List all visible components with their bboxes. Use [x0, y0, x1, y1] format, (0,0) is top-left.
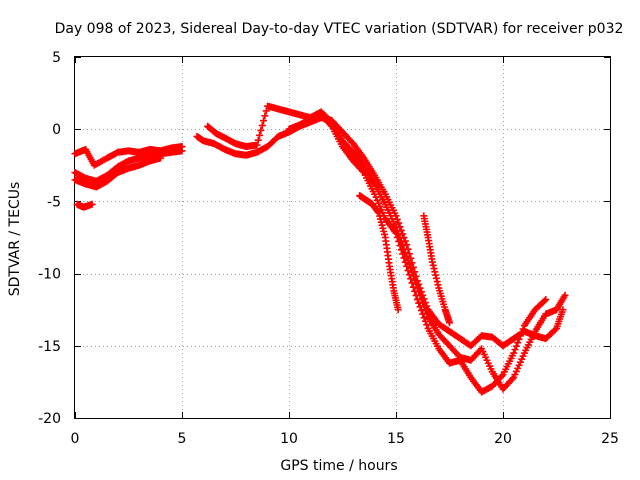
y-tick-label: -20 [38, 411, 61, 427]
data-point [420, 314, 428, 322]
data-point [519, 325, 527, 333]
data-point [405, 271, 413, 279]
data-point [542, 296, 550, 304]
axis-ticks: 0 5 10 15 20 25 5 0 -5 -10 -15 -20 [38, 50, 619, 447]
series-track-9 [420, 212, 453, 327]
data-point [403, 262, 411, 270]
data-point [88, 200, 96, 208]
data-point [413, 296, 421, 304]
data-point [359, 167, 367, 175]
series-track-4 [73, 200, 96, 211]
data-point [396, 242, 404, 250]
data-point [178, 147, 186, 155]
data-point [540, 297, 548, 305]
data-point [432, 271, 440, 279]
data-point [157, 154, 165, 162]
x-tick-label: 25 [601, 431, 619, 447]
x-axis-label: GPS time / hours [280, 458, 397, 474]
data-point [498, 372, 506, 380]
series-track-3 [71, 154, 165, 191]
data-point [512, 342, 520, 350]
data-point [423, 321, 431, 329]
data-point [399, 250, 407, 258]
data-point [417, 306, 425, 314]
data-point [419, 310, 427, 318]
data-point [262, 107, 270, 115]
data-point [511, 346, 519, 354]
series-track-8 [356, 192, 402, 314]
data-point [412, 291, 420, 299]
data-point [401, 258, 409, 266]
data-point [260, 117, 268, 125]
data-point [256, 131, 264, 139]
data-point [433, 278, 441, 286]
y-tick-label: 0 [52, 122, 61, 138]
data-point [394, 306, 402, 314]
data-point [253, 141, 261, 149]
data-point [434, 281, 442, 289]
data-points [71, 102, 569, 396]
data-point [404, 267, 412, 275]
data-point [400, 254, 408, 262]
data-point [428, 258, 436, 266]
data-point [393, 233, 401, 241]
data-point [397, 246, 405, 254]
data-point [395, 219, 403, 227]
y-tick-label: -15 [38, 339, 61, 355]
data-point [559, 306, 567, 314]
data-point [261, 112, 269, 120]
y-tick-label: -10 [38, 267, 61, 283]
data-point [515, 335, 523, 343]
y-tick-label: -5 [47, 194, 61, 210]
data-point [409, 283, 417, 291]
series-track-6 [204, 102, 569, 393]
data-point [258, 122, 266, 130]
x-tick-label: 5 [178, 431, 187, 447]
plot-frame [74, 56, 611, 419]
x-tick-label: 15 [387, 431, 405, 447]
data-point [508, 375, 516, 383]
data-point [407, 275, 415, 283]
data-point [326, 121, 334, 129]
data-point [516, 332, 524, 340]
x-tick-label: 20 [494, 431, 512, 447]
data-point [561, 291, 569, 299]
x-tick-label: 0 [71, 431, 80, 447]
data-point [446, 319, 453, 327]
grid [75, 57, 610, 418]
data-point [430, 265, 438, 273]
data-point [257, 126, 265, 134]
x-tick-label: 10 [280, 431, 298, 447]
data-point [395, 237, 403, 245]
data-point [431, 268, 439, 276]
data-point [254, 136, 262, 144]
data-point [415, 299, 423, 307]
data-point [518, 328, 526, 336]
data-point [514, 339, 522, 347]
data-point [374, 208, 382, 216]
series-track-7 [285, 111, 550, 396]
data-point [408, 279, 416, 287]
data-point [429, 261, 437, 269]
chart-title: Day 098 of 2023, Sidereal Day-to-day VTE… [55, 21, 624, 37]
data-point [416, 303, 424, 311]
data-point [551, 326, 559, 334]
data-point [392, 229, 400, 237]
data-point [411, 287, 419, 295]
data-point [432, 274, 440, 282]
y-axis-label: SDTVAR / TECUs [7, 182, 23, 297]
data-point [421, 317, 429, 325]
data-point [510, 349, 518, 357]
y-tick-label: 5 [52, 50, 61, 66]
